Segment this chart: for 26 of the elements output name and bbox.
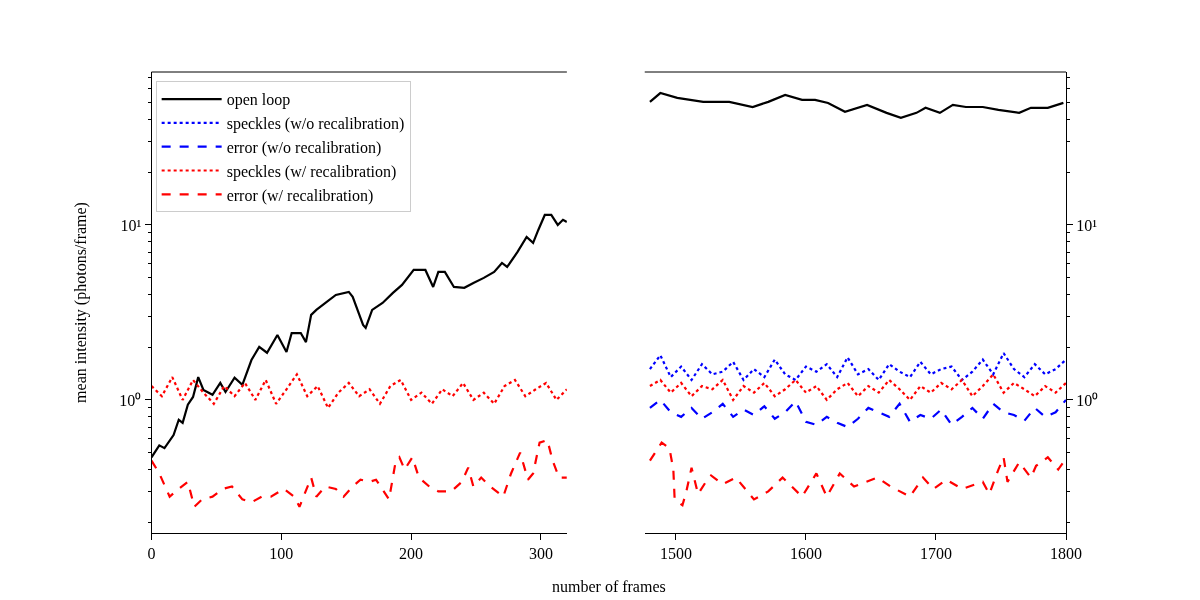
line-series [648,91,1065,119]
y-tick-label: 10⁰ [1076,391,1099,409]
x-tick-label: 100 [269,545,294,562]
legend-label: speckles (w/ recalibration) [226,162,397,181]
x-tick-label: 1800 [1050,545,1082,562]
line-series [648,352,1066,382]
x-tick-label: 300 [528,545,553,562]
x-tick-label: 200 [399,545,424,562]
line-series [648,441,1065,507]
line-series [151,373,567,410]
legend-label: open loop [226,91,291,110]
line-series [648,373,1066,402]
y-tick-label: 10⁰ [119,391,142,409]
x-tick-label: 0 [147,545,156,562]
line-series [648,398,1066,429]
y-axis-title: mean intensity (photons/frame) [72,202,91,403]
line-series [151,438,567,508]
y-tick-label: 10¹ [120,216,142,234]
legend-label: speckles (w/o recalibration) [226,115,405,134]
y-tick-label: 10¹ [1076,216,1098,234]
legend-label: error (w/o recalibration) [226,138,382,157]
legend-label: error (w/ recalibration) [226,186,374,205]
x-tick-label: 1700 [919,545,952,562]
x-tick-label: 1600 [789,545,822,562]
x-tick-label: 1500 [659,545,692,562]
x-axis-title: number of frames [552,578,666,595]
